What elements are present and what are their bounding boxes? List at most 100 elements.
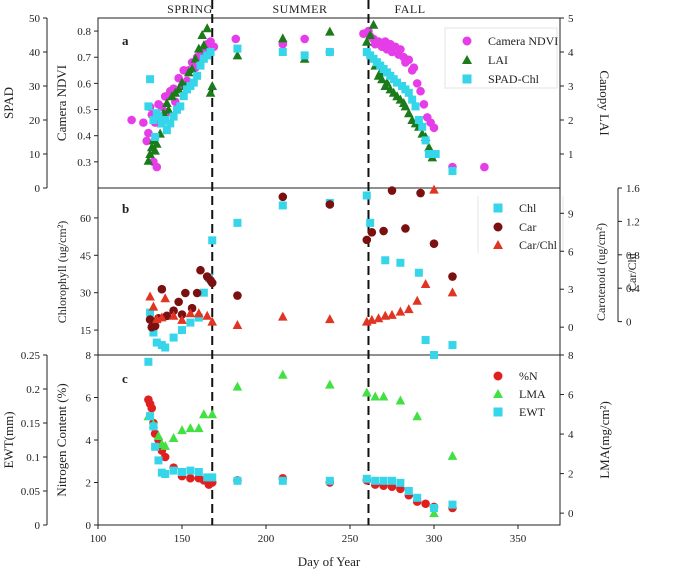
data-point-ewt (186, 466, 195, 475)
data-point-spad-chl (151, 133, 160, 141)
y-tick-label-car: 3 (568, 284, 574, 296)
data-point-spad-chl (393, 78, 402, 87)
data-point-car (379, 226, 388, 236)
panel-a-label: a (122, 33, 129, 48)
data-point-ewt (371, 476, 380, 485)
y-tick-label-n: 6 (86, 393, 92, 405)
data-point-chl (366, 218, 375, 227)
y-tick-label-chl: 15 (80, 325, 92, 337)
data-point-lma (177, 425, 187, 435)
data-point-lma (447, 450, 458, 460)
y-tick-label-n: 0 (86, 520, 92, 532)
data-point-car (150, 321, 160, 331)
data-point-car (207, 278, 217, 288)
legend-label-car-chl: Car/Chl (519, 238, 558, 252)
data-point-ewt (404, 487, 413, 495)
data-point-ewt (278, 476, 287, 485)
data-point-ewt (362, 474, 371, 483)
data-point-chl (194, 313, 203, 322)
data-point-spad-chl (162, 126, 171, 135)
data-point-chl (152, 338, 161, 347)
data-point-ewt (396, 478, 405, 487)
data-point-ewt (325, 476, 334, 485)
data-point-ewt (178, 467, 186, 476)
y-tick-label-ratio: 1.2 (626, 216, 640, 228)
data-point-ewt (379, 476, 388, 485)
data-point-spad-chl (196, 61, 205, 70)
data-point-lma (199, 409, 209, 419)
y-tick-label-car: 9 (568, 208, 574, 220)
data-point-chl (186, 318, 195, 327)
data-point-lai (190, 53, 201, 63)
data-point-car-chl (145, 291, 155, 301)
y-tick-label-ewt: 0.25 (21, 350, 41, 362)
data-point-lma (185, 423, 196, 433)
data-point-camera-ndvi (231, 34, 241, 44)
panel-c-label: c (122, 371, 128, 386)
y-tick-label-lma: 0 (568, 508, 574, 520)
data-point-lai (163, 104, 174, 114)
y-tick-label-ratio: 1.6 (626, 183, 640, 195)
y-tick-label-ndvi: 0.7 (77, 52, 91, 64)
data-point-chl (278, 201, 287, 210)
panel-b-label: b (122, 201, 129, 216)
y-tick-label-car: 0 (568, 322, 574, 334)
y-tick-label-spad: 50 (29, 13, 41, 25)
data-point-spad-chl (206, 48, 215, 56)
data-point-chl (414, 268, 423, 277)
legend-label-lai: LAI (488, 53, 508, 67)
y-tick-label-lai: 5 (568, 13, 574, 25)
data-point-lai (424, 142, 434, 152)
data-point-lai (207, 81, 218, 90)
legend-panel-a: Camera NDVI LAI SPAD-Chl (444, 27, 558, 89)
data-point-camera-ndvi (416, 86, 425, 96)
data-point-spad-chl (431, 150, 440, 158)
data-point-lma (429, 508, 439, 518)
y-tick-label-ndvi: 0.5 (77, 105, 91, 117)
data-point-lai (197, 30, 207, 39)
data-point-ewt (233, 476, 242, 485)
data-point-spad-chl (325, 48, 334, 56)
y-tick-label-ratio: 0.8 (626, 250, 640, 262)
legend-marker-lai (462, 55, 472, 64)
season-summer-label: SUMMER (272, 2, 327, 16)
y-tick-label-ndvi: 0.8 (77, 26, 91, 38)
data-point-lma (153, 431, 164, 441)
data-point-lai (145, 149, 155, 158)
data-point-spad-chl (408, 95, 417, 104)
data-point-camera-ndvi (152, 162, 162, 172)
data-point-camera-ndvi (300, 34, 309, 44)
data-point-car (192, 288, 202, 298)
y-tick-label-ewt: 0.05 (21, 486, 41, 498)
y-tick-label-ndvi: 0.4 (77, 131, 91, 143)
x-tick-label: 300 (426, 533, 443, 545)
y-tick-label-car: 6 (568, 246, 574, 258)
data-point-spad-chl (300, 51, 309, 60)
data-point-ewt (154, 456, 163, 465)
data-point-lai (202, 23, 212, 33)
legend-label-chl: Chl (519, 201, 537, 215)
data-point-car (177, 310, 187, 319)
data-point-lai (143, 155, 154, 165)
data-point-lma (370, 391, 380, 401)
data-point-ewt (203, 473, 212, 482)
y-axis-title-ndvi: Camera NDVI (54, 65, 69, 141)
data-point-lai (162, 98, 172, 107)
y-tick-label-lai: 1 (568, 149, 574, 161)
legend-marker-camera-ndvi (462, 36, 472, 46)
season-fall-label: FALL (394, 2, 425, 16)
legend-panel-c: %N LMA EWT (493, 369, 546, 419)
legend-label-n: %N (519, 369, 538, 383)
data-point-spad-chl (404, 88, 413, 97)
y-tick-label-n: 4 (86, 435, 92, 447)
data-point-lai (232, 50, 243, 60)
data-point-lai (173, 84, 184, 94)
data-point-car (196, 265, 205, 275)
x-tick-label: 350 (510, 533, 527, 545)
y-tick-label-spad: 10 (29, 149, 41, 161)
legend-label-car: Car (519, 220, 536, 234)
data-point-lma (362, 387, 372, 397)
data-point-spad-chl (278, 48, 287, 56)
legend-label-spad-chl: SPAD-Chl (488, 72, 540, 86)
legend-marker-spad-chl (462, 74, 472, 84)
